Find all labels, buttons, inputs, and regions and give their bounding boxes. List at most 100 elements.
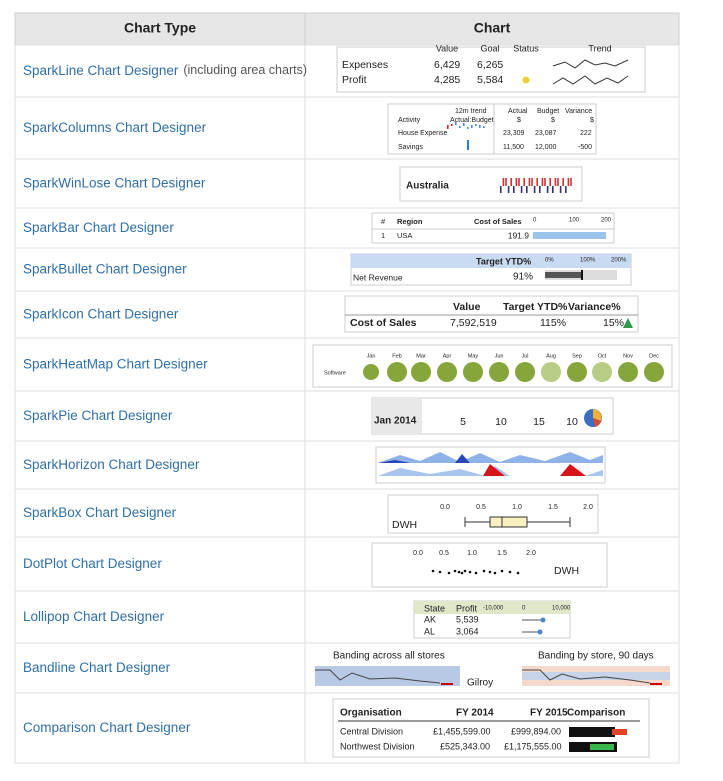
shape xyxy=(545,272,581,278)
shape xyxy=(536,178,538,186)
thumb-text: $ xyxy=(551,117,555,124)
shape xyxy=(531,178,533,186)
horizon xyxy=(483,464,586,476)
header-bg xyxy=(14,12,680,46)
thumb-bg xyxy=(399,166,583,202)
shape xyxy=(455,122,457,125)
shape xyxy=(549,178,551,186)
thumb-text: Oct xyxy=(598,353,607,359)
thumb-text: 115% xyxy=(540,317,566,329)
shape xyxy=(533,186,536,193)
shape xyxy=(483,126,485,128)
thumb-text: Jan xyxy=(367,353,376,359)
spark-line xyxy=(552,59,629,69)
thumb-text: Sep xyxy=(572,353,582,359)
dot xyxy=(508,570,512,574)
thumb-text: 2.0 xyxy=(583,504,593,511)
shape xyxy=(451,124,453,126)
thumb-bg xyxy=(344,295,639,333)
thumb-text: 100 xyxy=(569,218,580,224)
shape xyxy=(502,178,505,186)
chart-type-name: SparkHeatMap Chart Designer xyxy=(23,356,208,371)
dot xyxy=(453,569,457,573)
thumb-text: Comparison xyxy=(567,708,625,719)
dot xyxy=(463,569,467,573)
thumb-text: 6,429 xyxy=(434,59,460,71)
thumb-text: 1 xyxy=(381,231,385,240)
thumb-text: 0% xyxy=(545,258,554,264)
shape xyxy=(479,125,481,128)
thumb-text: Nov xyxy=(623,353,633,359)
dot xyxy=(488,570,492,574)
name: SparkBox Chart Designer xyxy=(23,505,177,520)
dot xyxy=(463,362,483,382)
shape xyxy=(541,178,544,186)
thumb-text: £525,343.00 xyxy=(440,741,490,751)
thumb-text: 0.0 xyxy=(413,550,423,557)
thumb-text: £1,175,555.00 xyxy=(504,741,562,751)
horizon xyxy=(378,452,603,463)
dot xyxy=(474,571,478,575)
thumb-text: Goal xyxy=(480,43,499,53)
chart-type-name: SparkWinLose Chart Designer xyxy=(23,175,206,190)
thumb-text: 5 xyxy=(460,416,466,428)
thumb-text: 0.5 xyxy=(439,550,449,557)
thumb-text: Variance xyxy=(565,108,592,115)
name: SparkLine Chart Designer xyxy=(23,63,179,78)
shape xyxy=(544,178,546,186)
dot xyxy=(618,362,638,382)
thumb-text: 222 xyxy=(580,130,592,137)
thumb-text: 191.9 xyxy=(508,230,530,240)
shape xyxy=(612,729,627,735)
thumb-text: FY 2015 xyxy=(530,708,568,719)
dot xyxy=(437,362,457,382)
chart-type-name: SparkBar Chart Designer xyxy=(23,220,174,235)
thumb-text: Banding across all stores xyxy=(333,651,445,662)
dot xyxy=(431,569,435,573)
thumb-text: 12m trend xyxy=(455,108,487,115)
name: Comparison Chart Designer xyxy=(23,720,191,735)
thumb-text: 2.0 xyxy=(526,550,536,557)
name: SparkWinLose Chart Designer xyxy=(23,175,206,190)
name: Bandline Chart Designer xyxy=(23,660,171,675)
thumb-text: Apr xyxy=(443,353,452,359)
thumb-text: Actual xyxy=(508,108,528,115)
thumb-text: Gilroy xyxy=(467,678,493,689)
shape xyxy=(459,126,461,128)
shape xyxy=(475,124,477,126)
shape xyxy=(467,127,469,129)
shape xyxy=(526,186,528,193)
thumb-text: FY 2014 xyxy=(456,708,494,719)
thumb-text: 1.0 xyxy=(512,504,522,511)
thumb-text: Actual:Budget xyxy=(450,117,494,124)
thumb-text: 200 xyxy=(601,218,612,224)
chart-type-name: SparkHorizon Chart Designer xyxy=(23,457,200,472)
thumb-text: Banding by store, 90 days xyxy=(538,651,654,662)
chart-type-name: SparkBox Chart Designer xyxy=(23,505,177,520)
thumb-text: 10 xyxy=(495,416,507,428)
shape xyxy=(533,232,606,239)
thumb-text: 1.5 xyxy=(497,550,507,557)
thumb-text: # xyxy=(381,217,386,226)
name: SparkBullet Chart Designer xyxy=(23,261,187,276)
shape xyxy=(520,186,523,193)
name: SparkBar Chart Designer xyxy=(23,220,174,235)
thumb-text: Trend xyxy=(588,43,611,53)
thumb-bg xyxy=(336,46,646,93)
thumb-text: 1.0 xyxy=(467,550,477,557)
shape xyxy=(570,178,572,186)
spark-line xyxy=(552,75,629,85)
name: SparkHeatMap Chart Designer xyxy=(23,356,208,371)
shape xyxy=(441,683,453,685)
shape xyxy=(507,186,510,193)
thumb-text: 23,309 xyxy=(503,130,525,137)
shape xyxy=(565,186,567,193)
shape xyxy=(372,398,422,434)
thumb-text: Mar xyxy=(416,353,426,359)
thumb-text: Cost of Sales xyxy=(474,217,522,226)
thumb-text: 5,539 xyxy=(456,614,479,624)
thumb-text: Net Revenue xyxy=(353,272,403,282)
thumb-text: Dec xyxy=(649,353,659,359)
dot xyxy=(363,364,379,380)
